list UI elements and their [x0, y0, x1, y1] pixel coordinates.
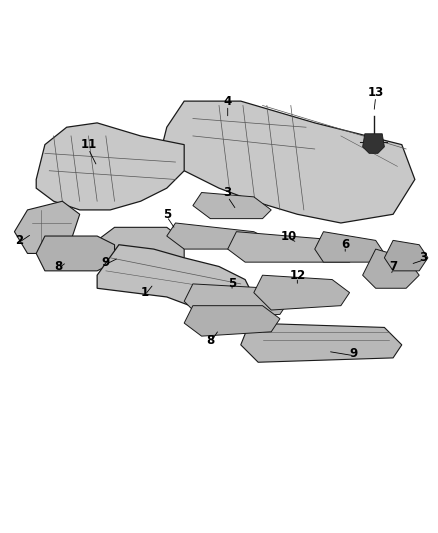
Text: 5: 5 — [162, 208, 171, 221]
Polygon shape — [36, 236, 115, 271]
Polygon shape — [193, 192, 271, 219]
Polygon shape — [315, 232, 385, 262]
Polygon shape — [228, 232, 358, 262]
Text: 8: 8 — [206, 334, 215, 347]
Text: 11: 11 — [80, 138, 96, 151]
Text: 9: 9 — [350, 347, 358, 360]
Polygon shape — [184, 305, 280, 336]
Text: 9: 9 — [102, 256, 110, 269]
Text: 12: 12 — [289, 269, 305, 282]
Polygon shape — [385, 240, 428, 271]
Text: 13: 13 — [367, 86, 384, 99]
Polygon shape — [14, 201, 80, 254]
Text: 10: 10 — [280, 230, 297, 243]
Text: 3: 3 — [224, 186, 232, 199]
Polygon shape — [363, 134, 385, 154]
Polygon shape — [184, 284, 289, 319]
Polygon shape — [97, 245, 254, 310]
Text: 1: 1 — [141, 286, 149, 299]
Text: 7: 7 — [389, 260, 397, 273]
Polygon shape — [36, 123, 184, 210]
Polygon shape — [158, 101, 415, 223]
Polygon shape — [97, 228, 184, 262]
Polygon shape — [167, 223, 271, 249]
Text: 3: 3 — [420, 251, 427, 264]
Text: 6: 6 — [341, 238, 350, 251]
Polygon shape — [254, 275, 350, 310]
Text: 4: 4 — [223, 95, 232, 108]
Text: 5: 5 — [228, 277, 236, 290]
Text: 2: 2 — [15, 234, 23, 247]
Polygon shape — [363, 249, 419, 288]
Text: 8: 8 — [54, 260, 62, 273]
Polygon shape — [241, 323, 402, 362]
